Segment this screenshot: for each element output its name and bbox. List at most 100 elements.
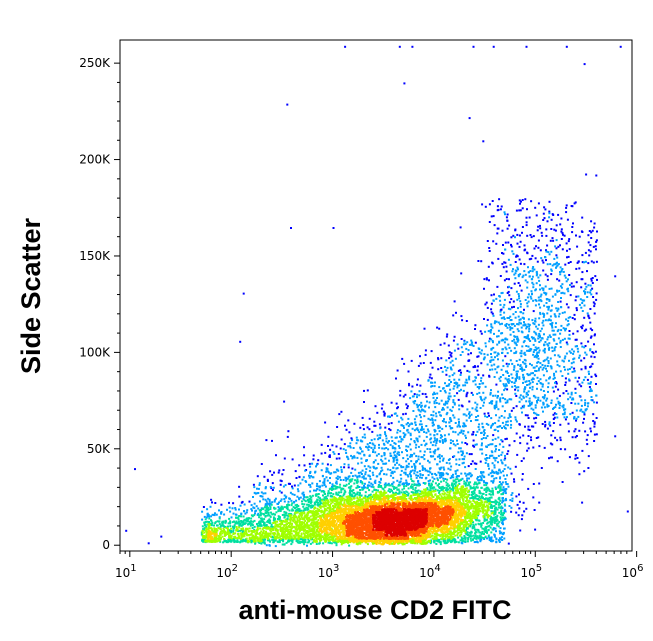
event-dot: [506, 474, 508, 477]
event-dot: [285, 520, 288, 523]
event-dot: [231, 521, 234, 524]
event-dot: [508, 294, 511, 297]
event-dot: [475, 406, 478, 409]
event-dot: [243, 518, 246, 521]
event-dot: [530, 425, 533, 428]
event-dot: [593, 343, 595, 346]
event-dot: [530, 257, 533, 260]
event-dot: [211, 521, 214, 524]
event-dot: [538, 367, 540, 370]
event-dot: [220, 512, 222, 515]
event-dot: [303, 496, 306, 498]
event-dot: [590, 231, 593, 234]
event-dot: [573, 357, 576, 360]
event-dot: [287, 430, 290, 433]
event-dot: [519, 202, 521, 205]
event-dot: [433, 452, 436, 455]
event-dot: [559, 266, 562, 269]
event-dot: [205, 528, 208, 530]
event-dot: [498, 489, 501, 492]
event-dot: [499, 499, 502, 502]
event-dot: [493, 477, 496, 480]
event-dot: [416, 471, 419, 474]
event-dot: [510, 423, 513, 426]
event-dot: [225, 541, 228, 544]
event-dot: [590, 355, 593, 358]
event-dot: [260, 463, 263, 465]
event-dot: [366, 389, 369, 392]
event-dot: [313, 501, 316, 504]
event-dot: [564, 368, 566, 371]
event-dot: [590, 430, 592, 433]
event-dot: [520, 326, 523, 329]
event-dot: [280, 491, 283, 494]
event-dot: [234, 507, 237, 509]
event-dot: [324, 421, 327, 424]
event-dot: [477, 355, 480, 358]
event-dot: [516, 340, 519, 343]
event-dot: [210, 524, 213, 527]
event-dot: [469, 485, 472, 488]
event-dot: [479, 536, 481, 539]
event-dot: [557, 301, 560, 303]
event-dot: [488, 457, 491, 459]
event-dot: [492, 493, 495, 496]
event-dot: [536, 361, 539, 364]
event-dot: [534, 421, 537, 424]
event-dot: [583, 304, 586, 307]
event-dot: [498, 511, 501, 514]
event-dot: [501, 539, 504, 541]
event-dot: [332, 493, 335, 496]
event-dot: [499, 532, 502, 535]
event-dot: [260, 524, 263, 527]
event-dot: [500, 531, 503, 534]
event-dot: [456, 487, 459, 490]
event-dot: [387, 483, 389, 486]
event-dot: [549, 239, 552, 242]
event-dot: [468, 416, 471, 419]
event-dot: [575, 307, 578, 310]
event-dot: [537, 276, 540, 279]
event-dot: [248, 500, 251, 503]
event-dot: [439, 440, 442, 443]
event-dot: [468, 531, 471, 534]
event-dot: [497, 395, 499, 397]
event-dot: [556, 256, 559, 259]
event-dot: [524, 380, 527, 383]
event-dot: [559, 223, 562, 226]
event-dot: [441, 408, 444, 411]
event-dot: [432, 423, 435, 426]
event-dot: [507, 258, 510, 261]
event-dot: [393, 454, 396, 457]
event-dot: [555, 382, 558, 385]
event-dot: [488, 414, 490, 417]
event-dot: [575, 295, 578, 298]
event-dot: [405, 490, 408, 493]
event-dot: [473, 537, 476, 539]
event-dot: [547, 382, 550, 385]
event-dot: [389, 490, 392, 493]
event-dot: [452, 484, 454, 487]
event-dot: [382, 462, 385, 465]
event-dot: [507, 485, 510, 488]
event-dot: [462, 528, 465, 531]
event-dot: [560, 306, 563, 309]
event-dot: [550, 287, 553, 290]
event-dot: [495, 457, 498, 459]
event-dot: [405, 448, 408, 451]
event-dot: [424, 490, 427, 492]
event-dot: [486, 511, 489, 514]
event-dot: [429, 448, 432, 451]
event-dot: [532, 299, 535, 302]
event-dot: [463, 422, 466, 425]
event-dot: [581, 410, 584, 413]
event-dot: [498, 537, 501, 540]
event-dot: [415, 415, 418, 418]
event-dot: [488, 503, 491, 505]
event-dot: [461, 425, 464, 428]
event-dot: [446, 473, 449, 476]
event-dot: [383, 443, 386, 446]
event-dot: [482, 522, 485, 524]
event-dot: [446, 539, 449, 542]
event-dot: [467, 431, 470, 434]
